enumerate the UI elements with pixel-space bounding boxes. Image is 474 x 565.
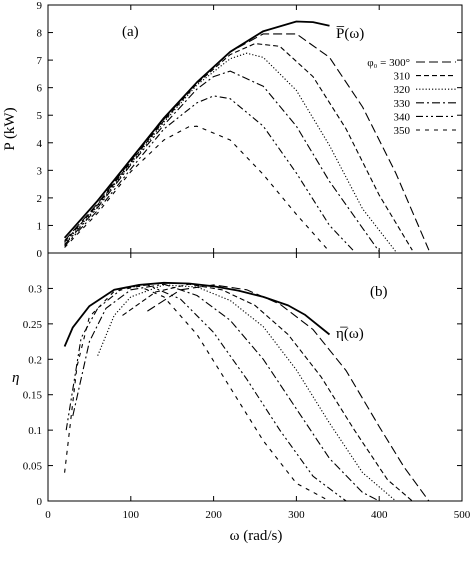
panel-b-envelope-label: η̅(ω) [336, 326, 364, 342]
panel-1-xtick-label: 500 [454, 509, 471, 521]
panel-1-series-350 [64, 285, 330, 502]
panel-b-ticks: 0 0.05 0.1 0.15 0.2 0.25 0.3 0 100 200 300 400 500 [23, 253, 471, 521]
panel-b-frame [47, 252, 463, 502]
panel-1-xtick-label: 400 [371, 509, 388, 521]
panel-0-ytick-label: 6 [37, 83, 43, 95]
panel-1-ytick-label: 0 [37, 496, 43, 508]
panel-0-series-340 [64, 95, 355, 252]
panel-0-ytick-label: 5 [37, 110, 43, 122]
panel-1-series-340 [65, 284, 359, 502]
panel-1-xtick-label: 200 [205, 509, 222, 521]
panel-1-ytick-label: 0.1 [28, 425, 42, 437]
panel-1-series-300 [147, 284, 430, 502]
panel-a-y-ticks: 0 1 2 3 4 5 6 7 8 9 [37, 0, 463, 260]
panel-1-series-330 [72, 283, 380, 502]
panel-1-xtick-label: 300 [288, 509, 305, 521]
panel-0-ytick-label: 4 [37, 138, 43, 150]
panel-b-label: (b) [370, 284, 388, 300]
panel-0-ytick-label: 9 [37, 0, 43, 12]
panel-b: 0 0.05 0.1 0.15 0.2 0.25 0.3 0 100 200 300 400 500 (… [12, 252, 471, 544]
legend-label: φ₀ = 300° [367, 57, 410, 69]
panel-0-ytick-label: 2 [37, 193, 43, 205]
legend-label: 330 [394, 98, 411, 110]
panel-1-ytick-label: 0.05 [23, 461, 43, 473]
panel-0-series-330 [64, 70, 380, 252]
panel-1-series-320 [97, 284, 397, 502]
panel-b-xlabel: ω (rad/s) [230, 528, 283, 544]
panel-a-ylabel: P (kW) [2, 107, 18, 150]
panel-a-series [63, 20, 430, 252]
panel-1-ytick-label: 0.15 [23, 390, 43, 402]
panel-0-ytick-label: 7 [37, 55, 43, 67]
panel-0-ytick-label: 0 [37, 248, 43, 260]
legend-label: 350 [394, 125, 411, 137]
panel-1-xtick-label: 100 [123, 509, 140, 521]
panel-a: 0 1 2 3 4 5 6 7 8 9 (a) P (kW) P̅(ω) φ₀ = 300° 310… [2, 0, 463, 260]
panel-1-ytick-label: 0.2 [28, 354, 42, 366]
panel-0-ytick-label: 3 [37, 165, 43, 177]
panel-0-series-350 [64, 125, 330, 252]
panel-1-series-envelope [63, 281, 331, 347]
panel-1-ytick-label: 0.3 [28, 283, 42, 295]
panel-1-ytick-label: 0.25 [23, 319, 43, 331]
panel-0-series-310 [64, 43, 413, 251]
panel-0-series-300 [64, 33, 430, 251]
panel-1-series-310 [122, 283, 413, 502]
panel-b-ylabel: η [12, 370, 19, 386]
panel-1-xtick-label: 0 [45, 509, 51, 521]
legend-label: 340 [394, 111, 411, 123]
panel-a-label: (a) [122, 24, 139, 40]
panel-0-ytick-label: 8 [37, 28, 43, 40]
panel-0-ytick-label: 1 [37, 220, 43, 232]
panel-a-envelope-label: P̅(ω) [336, 26, 364, 42]
legend-label: 310 [394, 71, 411, 83]
legend-label: 320 [394, 84, 411, 96]
panel-b-series [63, 281, 430, 502]
